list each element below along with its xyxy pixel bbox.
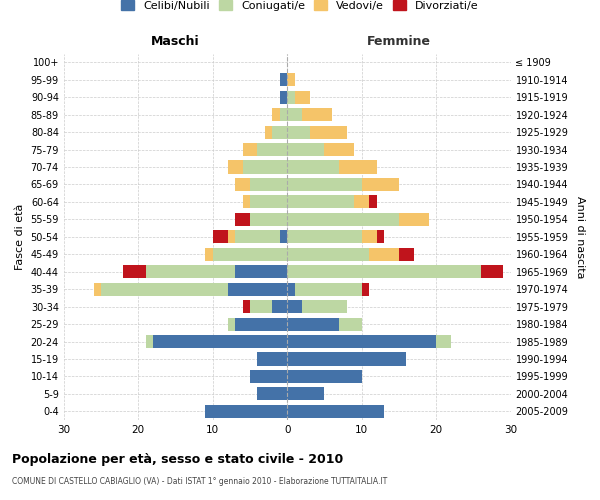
Bar: [124, 265, 146, 278]
Bar: [481, 265, 503, 278]
Bar: [287, 143, 325, 156]
Bar: [146, 335, 153, 348]
Bar: [310, 126, 347, 138]
Bar: [354, 196, 369, 208]
Bar: [325, 143, 354, 156]
Bar: [235, 318, 287, 330]
Bar: [257, 352, 287, 366]
Bar: [242, 196, 250, 208]
Bar: [213, 230, 227, 243]
Bar: [272, 108, 280, 121]
Bar: [369, 196, 377, 208]
Bar: [436, 335, 451, 348]
Bar: [265, 126, 272, 138]
Bar: [250, 213, 287, 226]
Bar: [205, 248, 213, 261]
Legend: Celibi/Nubili, Coniugati/e, Vedovi/e, Divorziati/e: Celibi/Nubili, Coniugati/e, Vedovi/e, Di…: [117, 0, 483, 15]
Bar: [280, 90, 287, 104]
Y-axis label: Anni di nascita: Anni di nascita: [575, 196, 585, 278]
Bar: [287, 213, 399, 226]
Bar: [287, 388, 325, 400]
Bar: [399, 213, 428, 226]
Bar: [287, 248, 369, 261]
Bar: [287, 230, 362, 243]
Bar: [227, 230, 235, 243]
Bar: [227, 160, 242, 173]
Bar: [272, 300, 287, 313]
Bar: [146, 265, 235, 278]
Bar: [399, 248, 414, 261]
Bar: [287, 160, 340, 173]
Bar: [101, 282, 227, 296]
Bar: [227, 318, 235, 330]
Bar: [250, 178, 287, 191]
Bar: [257, 143, 287, 156]
Bar: [287, 90, 295, 104]
Bar: [280, 230, 287, 243]
Bar: [287, 318, 340, 330]
Bar: [287, 108, 302, 121]
Bar: [235, 265, 287, 278]
Bar: [369, 248, 399, 261]
Bar: [340, 318, 362, 330]
Bar: [340, 160, 377, 173]
Bar: [287, 282, 295, 296]
Bar: [362, 230, 377, 243]
Bar: [235, 230, 280, 243]
Bar: [287, 370, 362, 383]
Bar: [213, 248, 287, 261]
Bar: [250, 196, 287, 208]
Bar: [287, 352, 406, 366]
Bar: [287, 178, 362, 191]
Bar: [242, 160, 287, 173]
Bar: [280, 73, 287, 86]
Bar: [250, 370, 287, 383]
Bar: [287, 265, 481, 278]
Bar: [235, 178, 250, 191]
Bar: [235, 213, 250, 226]
Bar: [295, 90, 310, 104]
Bar: [287, 335, 436, 348]
Bar: [227, 282, 287, 296]
Bar: [272, 126, 287, 138]
Bar: [242, 300, 250, 313]
Bar: [94, 282, 101, 296]
Bar: [287, 73, 295, 86]
Bar: [302, 108, 332, 121]
Bar: [287, 300, 302, 313]
Bar: [287, 126, 310, 138]
Bar: [302, 300, 347, 313]
Text: COMUNE DI CASTELLO CABIAGLIO (VA) - Dati ISTAT 1° gennaio 2010 - Elaborazione TU: COMUNE DI CASTELLO CABIAGLIO (VA) - Dati…: [12, 478, 387, 486]
Bar: [287, 196, 354, 208]
Bar: [153, 335, 287, 348]
Bar: [242, 143, 257, 156]
Bar: [362, 282, 369, 296]
Bar: [205, 405, 287, 418]
Text: Popolazione per età, sesso e stato civile - 2010: Popolazione per età, sesso e stato civil…: [12, 452, 343, 466]
Y-axis label: Fasce di età: Fasce di età: [15, 204, 25, 270]
Text: Maschi: Maschi: [151, 36, 200, 49]
Bar: [280, 108, 287, 121]
Bar: [250, 300, 272, 313]
Bar: [257, 388, 287, 400]
Bar: [377, 230, 384, 243]
Bar: [287, 405, 384, 418]
Text: Femmine: Femmine: [367, 36, 431, 49]
Bar: [295, 282, 362, 296]
Bar: [362, 178, 399, 191]
